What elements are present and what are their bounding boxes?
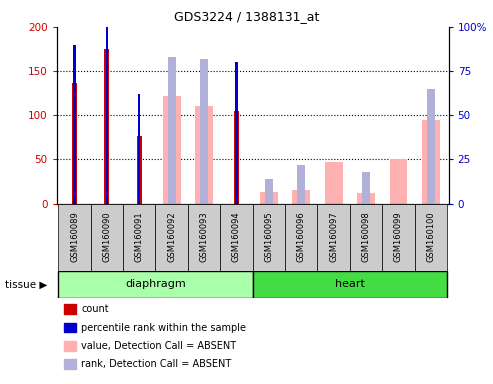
Bar <box>357 193 375 204</box>
Bar <box>106 27 108 204</box>
Bar <box>138 94 141 204</box>
Bar <box>297 165 305 204</box>
Text: tissue ▶: tissue ▶ <box>5 280 47 290</box>
Bar <box>350 204 382 271</box>
Text: GSM160094: GSM160094 <box>232 212 241 262</box>
Bar <box>252 204 285 271</box>
Text: GSM160096: GSM160096 <box>297 212 306 263</box>
Bar <box>188 204 220 271</box>
Bar <box>137 136 141 204</box>
Bar <box>427 89 435 204</box>
Bar <box>58 271 252 298</box>
Text: GSM160089: GSM160089 <box>70 212 79 263</box>
Bar <box>195 106 213 204</box>
Text: GSM160091: GSM160091 <box>135 212 144 262</box>
Bar <box>382 204 415 271</box>
Text: heart: heart <box>335 279 365 289</box>
Bar <box>72 83 77 204</box>
Bar <box>422 120 440 204</box>
Bar <box>362 172 370 204</box>
Bar <box>123 204 155 271</box>
Bar <box>73 45 75 204</box>
Bar <box>317 204 350 271</box>
Bar <box>235 62 238 204</box>
Text: GSM160099: GSM160099 <box>394 212 403 262</box>
Bar <box>168 57 176 204</box>
Bar <box>389 159 407 204</box>
Text: GSM160092: GSM160092 <box>167 212 176 262</box>
Bar <box>415 204 447 271</box>
Bar <box>252 271 447 298</box>
Bar <box>325 162 343 204</box>
Text: percentile rank within the sample: percentile rank within the sample <box>81 323 246 333</box>
Bar <box>265 179 273 204</box>
Bar <box>220 204 252 271</box>
Text: GSM160100: GSM160100 <box>426 212 435 262</box>
Text: diaphragm: diaphragm <box>125 279 186 289</box>
Bar <box>105 49 109 204</box>
Bar <box>260 192 278 204</box>
Text: GSM160098: GSM160098 <box>361 212 371 263</box>
Bar <box>234 111 239 204</box>
Text: count: count <box>81 304 109 314</box>
Text: rank, Detection Call = ABSENT: rank, Detection Call = ABSENT <box>81 359 232 369</box>
Text: GDS3224 / 1388131_at: GDS3224 / 1388131_at <box>174 10 319 23</box>
Text: GSM160095: GSM160095 <box>264 212 273 262</box>
Text: GSM160090: GSM160090 <box>103 212 111 262</box>
Bar <box>292 190 310 204</box>
Bar <box>155 204 188 271</box>
Bar <box>91 204 123 271</box>
Bar <box>58 204 91 271</box>
Text: value, Detection Call = ABSENT: value, Detection Call = ABSENT <box>81 341 237 351</box>
Bar <box>163 96 180 204</box>
Bar <box>200 59 208 204</box>
Bar <box>285 204 317 271</box>
Text: GSM160093: GSM160093 <box>200 212 209 263</box>
Text: GSM160097: GSM160097 <box>329 212 338 263</box>
